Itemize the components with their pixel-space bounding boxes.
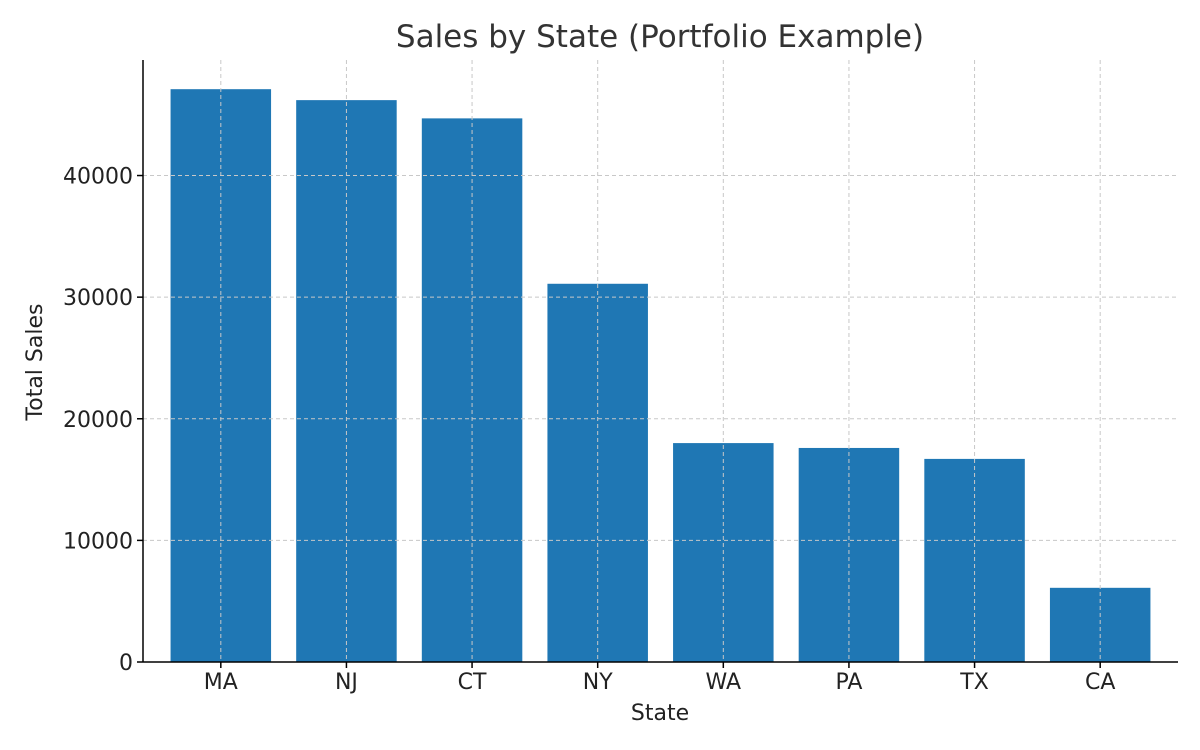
bar-nj <box>296 100 397 663</box>
x-tick-label-tx: TX <box>959 670 989 695</box>
bars-group <box>170 89 1151 663</box>
bar-ny <box>547 283 648 662</box>
x-tick-label-ma: MA <box>204 670 238 695</box>
x-tick-label-wa: WA <box>706 670 742 695</box>
x-tick-label-pa: PA <box>835 670 862 695</box>
x-tick-label-ca: CA <box>1085 670 1115 695</box>
x-ticks-group: MA NJ CT NY WA PA TX CA <box>204 662 1115 695</box>
x-tick-label-ny: NY <box>583 670 613 695</box>
axes-group <box>142 60 1178 663</box>
x-tick-label-ct: CT <box>458 670 487 695</box>
y-tick-label: 10000 <box>63 529 133 554</box>
y-axis-label: Total Sales <box>23 304 48 422</box>
y-tick-label: 0 <box>119 651 133 676</box>
y-tick-label: 30000 <box>63 286 133 311</box>
y-tick-label: 20000 <box>63 408 133 433</box>
y-tick-label: 40000 <box>63 165 133 190</box>
x-tick-label-nj: NJ <box>335 670 358 695</box>
chart-title: Sales by State (Portfolio Example) <box>396 19 924 55</box>
x-axis-label: State <box>631 701 689 726</box>
y-ticks-group: 0 10000 20000 30000 40000 <box>63 165 143 676</box>
grid-lines <box>143 60 1178 662</box>
